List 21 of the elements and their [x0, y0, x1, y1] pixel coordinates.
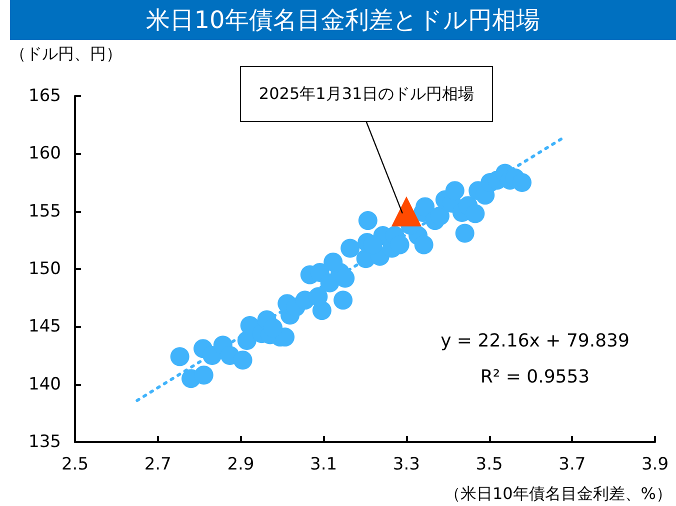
y-tick-label: 150 — [28, 259, 61, 279]
chart-title: 米日10年債名目金利差とドル円相場 — [10, 0, 676, 40]
y-tick-label: 160 — [28, 144, 61, 164]
x-tick-label: 3.5 — [476, 454, 503, 474]
y-axis-title: （ドル円、円） — [10, 44, 122, 65]
x-tick-label: 3.9 — [641, 454, 669, 474]
x-axis-title: （米日10年債名目金利差、%） — [444, 484, 672, 505]
annotation: R² = 0.9553 — [480, 366, 590, 388]
annotation: 2025年1月31日のドル円相場 — [240, 66, 494, 122]
x-tick-label: 3.7 — [558, 454, 586, 474]
annotation: y = 22.16x + 79.839 — [440, 330, 630, 352]
x-tick-label: 3.1 — [310, 454, 338, 474]
x-tick-label: 2.5 — [61, 454, 89, 474]
x-tick-label: 3.3 — [392, 454, 420, 474]
y-tick-label: 135 — [28, 432, 61, 452]
y-tick-label: 165 — [28, 86, 61, 106]
x-tick-label: 2.9 — [227, 454, 254, 474]
y-tick-label: 155 — [28, 201, 61, 222]
x-tick-label: 2.7 — [144, 454, 172, 474]
y-tick-label: 140 — [28, 374, 61, 394]
y-tick-label: 145 — [28, 316, 61, 337]
